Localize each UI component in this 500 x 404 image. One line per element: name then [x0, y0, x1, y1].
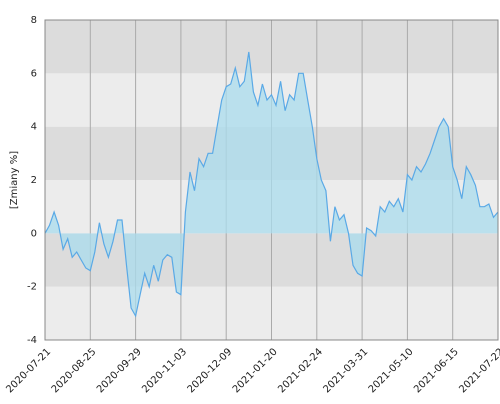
plot-border	[44, 19, 499, 341]
x-tick-label: 2021-06-15	[412, 346, 461, 395]
x-tick-label: 2021-02-24	[276, 346, 325, 395]
y-tick-label: 2	[31, 175, 37, 186]
x-tick-label: 2020-08-25	[50, 346, 99, 395]
x-tick-label: 2020-12-09	[186, 346, 235, 395]
x-tick-label: 2021-03-31	[321, 346, 370, 395]
y-tick-label: 4	[31, 122, 37, 133]
y-axis-label: [Zmiany %]	[9, 151, 20, 209]
x-tick-label: 2021-01-20	[231, 346, 280, 395]
x-tick-label: 2021-07-22	[457, 346, 500, 395]
y-tick-label: -2	[27, 282, 37, 293]
y-tick-label: 6	[31, 68, 37, 79]
x-tick-label: 2021-05-10	[367, 346, 416, 395]
x-tick-label: 2020-09-29	[95, 346, 144, 395]
y-tick-label: -4	[27, 335, 37, 346]
y-tick-label: 8	[31, 15, 37, 26]
x-tick-label: 2020-11-03	[140, 346, 189, 395]
area	[45, 52, 498, 316]
x-tick-label: 2020-07-21	[4, 346, 53, 395]
y-tick-label: 0	[31, 228, 37, 239]
line	[44, 51, 499, 318]
